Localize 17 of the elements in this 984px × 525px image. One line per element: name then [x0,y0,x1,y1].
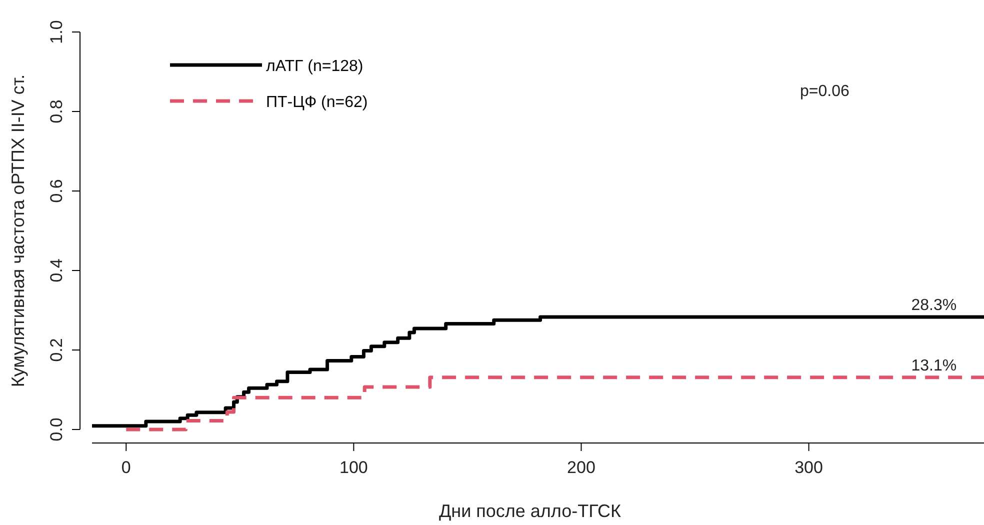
x-tick-label: 200 [567,458,596,477]
y-tick-label: 0.2 [47,338,66,362]
x-tick-label: 300 [794,458,823,477]
y-tick-label: 1.0 [47,20,66,44]
x-tick-label: 0 [121,458,131,477]
annotation: p=0.06 [800,83,850,100]
y-axis-title: Кумулятивная частота оРТПХ II-IV ст. [8,74,28,388]
legend-label: ПТ-ЦФ (n=62) [266,94,368,111]
y-tick-label: 0.0 [47,418,66,442]
x-axis-title: Дни после алло-ТГСК [438,501,622,521]
annotation: 13.1% [911,357,957,374]
x-tick-label: 100 [339,458,368,477]
y-tick-label: 0.4 [47,258,66,282]
legend-label: лАТГ (n=128) [266,58,364,75]
y-tick-label: 0.8 [47,100,66,124]
y-tick-label: 0.6 [47,179,66,203]
annotation: 28.3% [911,296,957,314]
